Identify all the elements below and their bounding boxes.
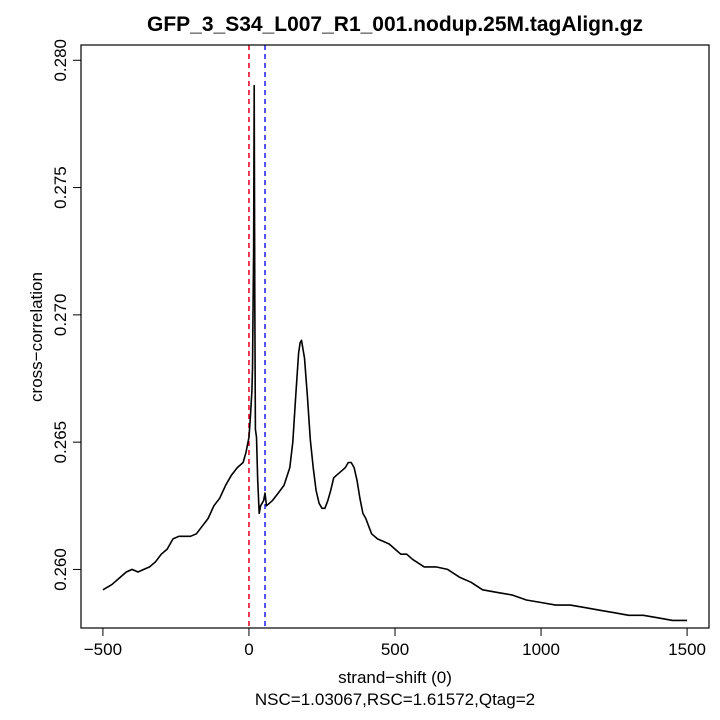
x-axis-label: strand−shift (0) (338, 668, 452, 687)
x-tick-label: 1500 (668, 640, 706, 659)
x-tick-label: 1000 (522, 640, 560, 659)
x-axis: −500 0 500 1000 1500 (84, 627, 706, 659)
y-tick-label: 0.275 (51, 166, 70, 209)
plot-frame (80, 44, 710, 629)
metrics-subtitle: NSC=1.03067,RSC=1.61572,Qtag=2 (255, 690, 535, 709)
y-tick-label: 0.260 (51, 548, 70, 591)
y-axis: 0.260 0.265 0.270 0.275 0.280 (51, 39, 81, 591)
x-tick-label: 0 (244, 640, 253, 659)
x-tick-label: −500 (84, 640, 122, 659)
x-tick-label: 500 (381, 640, 409, 659)
series-line-0 (102, 84, 688, 622)
plot-area (102, 45, 688, 628)
y-axis-label: cross−correlation (27, 272, 46, 402)
chart-title: GFP_3_S34_L007_R1_001.nodup.25M.tagAlign… (147, 13, 643, 36)
y-tick-label: 0.265 (51, 421, 70, 464)
y-tick-label: 0.270 (51, 294, 70, 337)
y-tick-label: 0.280 (51, 39, 70, 82)
